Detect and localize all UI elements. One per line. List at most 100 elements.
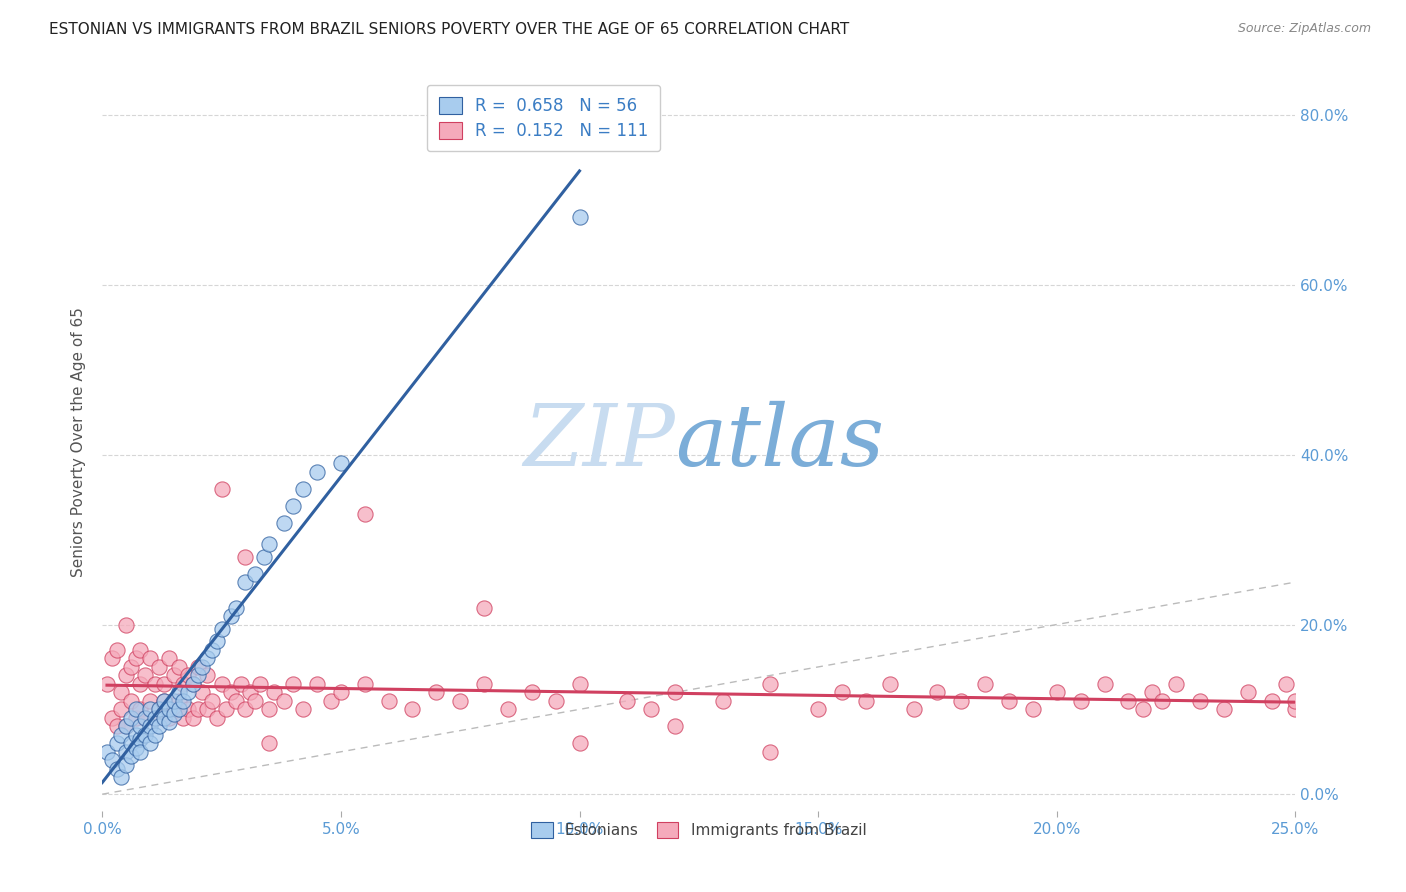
Point	[195, 668, 218, 682]
Point	[1236, 685, 1258, 699]
Point	[124, 740, 146, 755]
Point	[148, 702, 170, 716]
Point	[807, 702, 830, 716]
Point	[120, 694, 142, 708]
Point	[163, 706, 186, 721]
Point	[110, 685, 132, 699]
Point	[1094, 677, 1116, 691]
Point	[281, 677, 304, 691]
Point	[139, 736, 162, 750]
Point	[172, 694, 194, 708]
Point	[353, 677, 375, 691]
Point	[759, 677, 782, 691]
Point	[163, 694, 186, 708]
Point	[449, 694, 471, 708]
Point	[157, 711, 180, 725]
Point	[124, 711, 146, 725]
Point	[259, 537, 281, 551]
Point	[249, 677, 271, 691]
Point	[191, 685, 214, 699]
Point	[259, 702, 281, 716]
Point	[568, 677, 591, 691]
Point	[191, 660, 214, 674]
Point	[1275, 677, 1298, 691]
Point	[187, 660, 209, 674]
Point	[273, 694, 295, 708]
Point	[305, 465, 328, 479]
Point	[329, 456, 352, 470]
Point	[1284, 694, 1306, 708]
Point	[235, 549, 257, 564]
Point	[520, 685, 543, 699]
Point	[129, 702, 152, 716]
Point	[229, 677, 252, 691]
Point	[181, 711, 204, 725]
Point	[401, 702, 423, 716]
Point	[110, 770, 132, 784]
Point	[172, 711, 194, 725]
Point	[205, 711, 228, 725]
Point	[143, 711, 166, 725]
Point	[167, 702, 190, 716]
Point	[115, 719, 138, 733]
Point	[153, 711, 176, 725]
Point	[100, 651, 122, 665]
Point	[105, 719, 128, 733]
Point	[711, 694, 734, 708]
Point	[139, 694, 162, 708]
Point	[134, 711, 156, 725]
Point	[139, 651, 162, 665]
Point	[759, 745, 782, 759]
Point	[105, 643, 128, 657]
Point	[377, 694, 399, 708]
Point	[225, 600, 247, 615]
Point	[163, 668, 186, 682]
Point	[134, 728, 156, 742]
Point	[124, 651, 146, 665]
Point	[187, 668, 209, 682]
Point	[1150, 694, 1173, 708]
Point	[181, 677, 204, 691]
Point	[153, 694, 176, 708]
Point	[235, 575, 257, 590]
Point	[243, 694, 266, 708]
Point	[640, 702, 662, 716]
Point	[177, 668, 200, 682]
Point	[1142, 685, 1164, 699]
Point	[129, 677, 152, 691]
Point	[120, 711, 142, 725]
Point	[281, 499, 304, 513]
Point	[927, 685, 949, 699]
Point	[110, 728, 132, 742]
Point	[974, 677, 997, 691]
Point	[153, 677, 176, 691]
Point	[120, 749, 142, 764]
Point	[568, 211, 591, 225]
Point	[616, 694, 638, 708]
Text: ZIP: ZIP	[523, 401, 675, 483]
Point	[235, 702, 257, 716]
Point	[157, 651, 180, 665]
Point	[172, 677, 194, 691]
Point	[353, 507, 375, 521]
Point	[201, 694, 224, 708]
Point	[157, 715, 180, 730]
Point	[496, 702, 519, 716]
Point	[305, 677, 328, 691]
Point	[120, 736, 142, 750]
Point	[129, 745, 152, 759]
Point	[143, 677, 166, 691]
Point	[1022, 702, 1045, 716]
Point	[425, 685, 447, 699]
Point	[1188, 694, 1211, 708]
Point	[568, 736, 591, 750]
Point	[105, 736, 128, 750]
Y-axis label: Seniors Poverty Over the Age of 65: Seniors Poverty Over the Age of 65	[72, 307, 86, 577]
Point	[148, 660, 170, 674]
Point	[134, 668, 156, 682]
Point	[100, 753, 122, 767]
Point	[100, 711, 122, 725]
Point	[291, 482, 314, 496]
Point	[273, 516, 295, 530]
Point	[195, 651, 218, 665]
